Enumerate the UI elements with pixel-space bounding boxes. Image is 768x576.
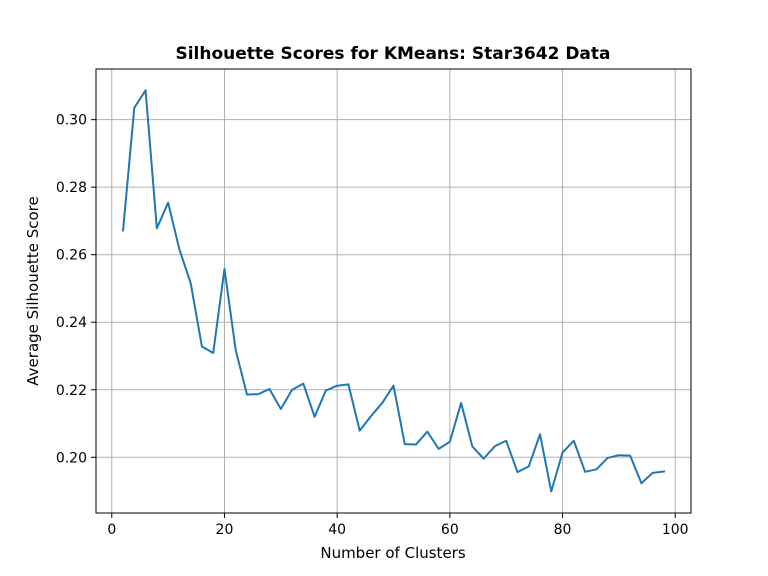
plot-frame — [95, 68, 692, 514]
data-point — [133, 107, 135, 109]
data-point — [618, 454, 620, 456]
data-point — [167, 202, 169, 204]
data-point — [528, 465, 530, 467]
data-point — [573, 440, 575, 442]
x-axis: 0 20 40 60 80 100 — [107, 513, 689, 538]
data-point — [393, 385, 395, 387]
data-point — [640, 482, 642, 484]
data-point — [595, 468, 597, 470]
y-tick-label: 0.22 — [56, 383, 87, 399]
data-point — [663, 470, 665, 472]
data-point — [562, 452, 564, 454]
x-tick-label: 40 — [328, 522, 346, 538]
x-tick-label: 100 — [662, 522, 689, 538]
data-point — [257, 393, 259, 395]
data-point — [404, 443, 406, 445]
data-point — [550, 490, 552, 492]
data-point — [629, 455, 631, 457]
data-point — [145, 89, 147, 91]
data-point — [235, 349, 237, 351]
data-point — [325, 389, 327, 391]
data-point — [178, 248, 180, 250]
y-tick-label: 0.26 — [56, 248, 87, 264]
data-point — [483, 458, 485, 460]
data-point — [190, 282, 192, 284]
data-point — [359, 430, 361, 432]
data-point — [212, 352, 214, 354]
y-axis: 0.20 0.22 0.24 0.26 0.28 0.30 — [56, 113, 96, 466]
data-point — [471, 445, 473, 447]
y-tick-label: 0.30 — [56, 113, 87, 129]
data-point — [381, 402, 383, 404]
data-point — [460, 402, 462, 404]
data-point — [156, 227, 158, 229]
x-tick-label: 60 — [441, 522, 459, 538]
chart-title: Silhouette Scores for KMeans: Star3642 D… — [175, 44, 610, 64]
data-point — [494, 445, 496, 447]
data-point — [246, 393, 248, 395]
series-line — [121, 89, 666, 493]
y-tick-label: 0.20 — [56, 450, 87, 466]
data-point — [415, 443, 417, 445]
data-point — [584, 471, 586, 473]
data-point — [438, 448, 440, 450]
data-point — [370, 415, 372, 417]
data-point — [449, 441, 451, 443]
data-point — [336, 385, 338, 387]
data-point — [201, 346, 203, 348]
data-point — [607, 457, 609, 459]
data-point — [314, 416, 316, 418]
y-tick-label: 0.24 — [56, 315, 87, 331]
data-point — [291, 389, 293, 391]
data-point — [223, 268, 225, 270]
data-point — [516, 471, 518, 473]
data-point — [280, 408, 282, 410]
grid — [96, 69, 691, 513]
data-point — [269, 388, 271, 390]
data-point — [122, 229, 124, 231]
data-point — [347, 383, 349, 385]
data-point — [505, 440, 507, 442]
series-layer — [121, 89, 666, 493]
x-tick-label: 80 — [554, 522, 572, 538]
x-tick-label: 0 — [107, 522, 116, 538]
x-tick-label: 20 — [216, 522, 234, 538]
y-tick-label: 0.28 — [56, 180, 87, 196]
data-point — [539, 433, 541, 435]
data-point — [652, 472, 654, 474]
data-point — [302, 383, 304, 385]
y-axis-label: Average Silhouette Score — [24, 196, 42, 385]
data-point — [426, 431, 428, 433]
x-axis-label: Number of Clusters — [320, 544, 465, 562]
